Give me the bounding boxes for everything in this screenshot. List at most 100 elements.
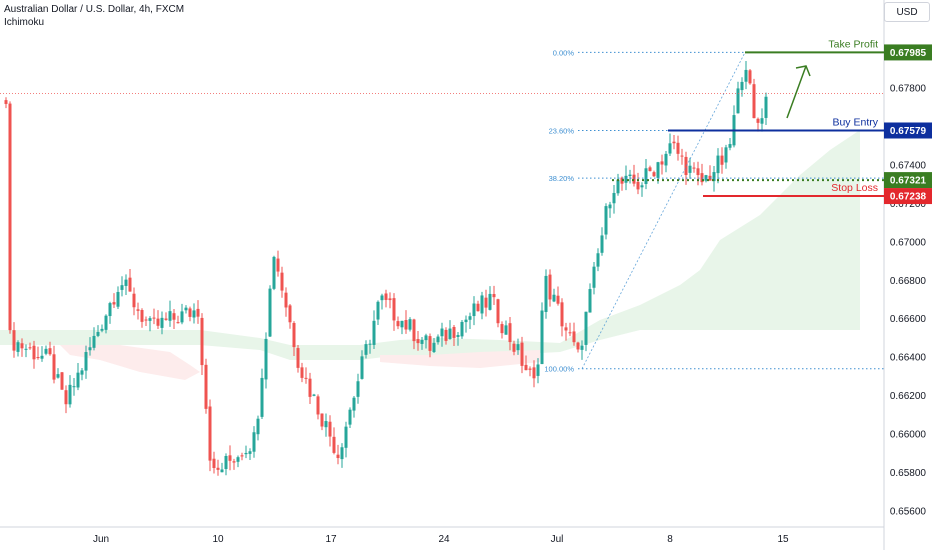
candle-bullish bbox=[192, 310, 196, 318]
candle-bearish bbox=[232, 461, 236, 463]
candle-bullish bbox=[264, 338, 268, 380]
candle-bullish bbox=[540, 310, 544, 365]
candle-bullish bbox=[248, 451, 252, 454]
candle-bullish bbox=[608, 204, 612, 209]
candle-bearish bbox=[204, 364, 208, 409]
candle-bearish bbox=[208, 406, 212, 461]
candle-bearish bbox=[136, 309, 140, 311]
candle-bullish bbox=[436, 336, 440, 343]
candle-bearish bbox=[572, 331, 576, 343]
candle-bearish bbox=[296, 348, 300, 368]
price-tick-label: 0.66000 bbox=[890, 430, 927, 441]
candle-bearish bbox=[152, 317, 156, 319]
candle-bearish bbox=[240, 455, 244, 457]
price-tick-label: 0.66600 bbox=[890, 314, 927, 325]
candle-bearish bbox=[20, 343, 24, 349]
indicator-label: Ichimoku bbox=[4, 17, 45, 28]
candle-bearish bbox=[4, 100, 8, 104]
candle-bearish bbox=[532, 367, 536, 379]
candle-bullish bbox=[108, 303, 112, 317]
candle-bullish bbox=[116, 291, 120, 307]
candle-bullish bbox=[764, 96, 768, 118]
candle-bullish bbox=[160, 317, 164, 328]
candle-bullish bbox=[168, 311, 172, 321]
candle-bullish bbox=[340, 447, 344, 460]
candle-bullish bbox=[480, 295, 484, 314]
take-profit-label: Take Profit bbox=[828, 38, 878, 50]
candle-bearish bbox=[52, 354, 56, 380]
candle-bullish bbox=[688, 165, 692, 173]
candle-bearish bbox=[228, 455, 232, 461]
candle-bearish bbox=[508, 323, 512, 343]
candle-bearish bbox=[328, 421, 332, 437]
candle-bearish bbox=[720, 155, 724, 165]
candle-bullish bbox=[348, 409, 352, 425]
candle-bearish bbox=[280, 272, 284, 291]
candle-bearish bbox=[140, 309, 144, 322]
candle-bullish bbox=[728, 144, 732, 148]
price-tick-label: 0.66800 bbox=[890, 276, 927, 287]
candle-bearish bbox=[492, 294, 496, 298]
candle-bearish bbox=[496, 299, 500, 324]
candle-bearish bbox=[64, 390, 68, 405]
candle-bullish bbox=[408, 319, 412, 330]
fib-level-label: 38.20% bbox=[549, 174, 575, 183]
currency-button[interactable]: USD bbox=[884, 2, 930, 22]
candle-bullish bbox=[724, 147, 728, 163]
candle-bullish bbox=[656, 162, 660, 178]
candle-bullish bbox=[668, 143, 672, 154]
candle-bearish bbox=[156, 318, 160, 326]
fib-support-tag-text: 0.67321 bbox=[890, 176, 927, 187]
price-tick-label: 0.67800 bbox=[890, 84, 927, 95]
fib-level-label: 23.60% bbox=[549, 126, 575, 135]
candle-bullish bbox=[256, 418, 260, 435]
candle-bullish bbox=[88, 347, 92, 351]
candle-bearish bbox=[36, 357, 40, 359]
take-profit-tag-text: 0.67985 bbox=[890, 48, 927, 59]
candle-bearish bbox=[684, 156, 688, 176]
candle-bullish bbox=[464, 319, 468, 323]
candle-bullish bbox=[244, 452, 248, 455]
candle-bearish bbox=[132, 293, 136, 308]
candle-bullish bbox=[368, 343, 372, 345]
candle-bullish bbox=[80, 370, 84, 375]
candle-bullish bbox=[96, 331, 100, 336]
candle-bearish bbox=[396, 321, 400, 327]
candle-bearish bbox=[404, 320, 408, 330]
candle-bullish bbox=[180, 311, 184, 323]
candle-bullish bbox=[640, 185, 644, 188]
candle-bearish bbox=[384, 293, 388, 300]
candle-bullish bbox=[372, 320, 376, 345]
candle-bullish bbox=[592, 266, 596, 288]
candle-bearish bbox=[676, 142, 680, 154]
candle-bearish bbox=[32, 345, 36, 360]
candle-bullish bbox=[72, 386, 76, 388]
candle-bullish bbox=[604, 206, 608, 235]
candle-bullish bbox=[440, 328, 444, 337]
time-tick-label: 24 bbox=[438, 534, 450, 545]
fib-level-label: 100.00% bbox=[544, 365, 574, 374]
buy-entry-tag-text: 0.67579 bbox=[890, 126, 927, 137]
stop-loss-label: Stop Loss bbox=[831, 182, 878, 194]
candle-bullish bbox=[344, 426, 348, 448]
candle-bullish bbox=[184, 307, 188, 311]
time-tick-label: 15 bbox=[777, 534, 789, 545]
price-tick-label: 0.65600 bbox=[890, 507, 927, 518]
candle-bullish bbox=[100, 328, 104, 331]
candle-bullish bbox=[120, 285, 124, 290]
candle-bullish bbox=[468, 316, 472, 320]
time-tick-label: 17 bbox=[325, 534, 337, 545]
candle-bullish bbox=[432, 342, 436, 353]
candle-bullish bbox=[600, 235, 604, 253]
candle-bullish bbox=[312, 394, 316, 396]
candle-bearish bbox=[700, 173, 704, 183]
candle-bearish bbox=[316, 396, 320, 415]
time-tick-label: 10 bbox=[212, 534, 224, 545]
fib-support-tag bbox=[884, 172, 932, 189]
candle-bullish bbox=[68, 384, 72, 405]
buy-entry-tag bbox=[884, 122, 932, 139]
candle-bullish bbox=[268, 288, 272, 337]
candle-bullish bbox=[76, 372, 80, 388]
